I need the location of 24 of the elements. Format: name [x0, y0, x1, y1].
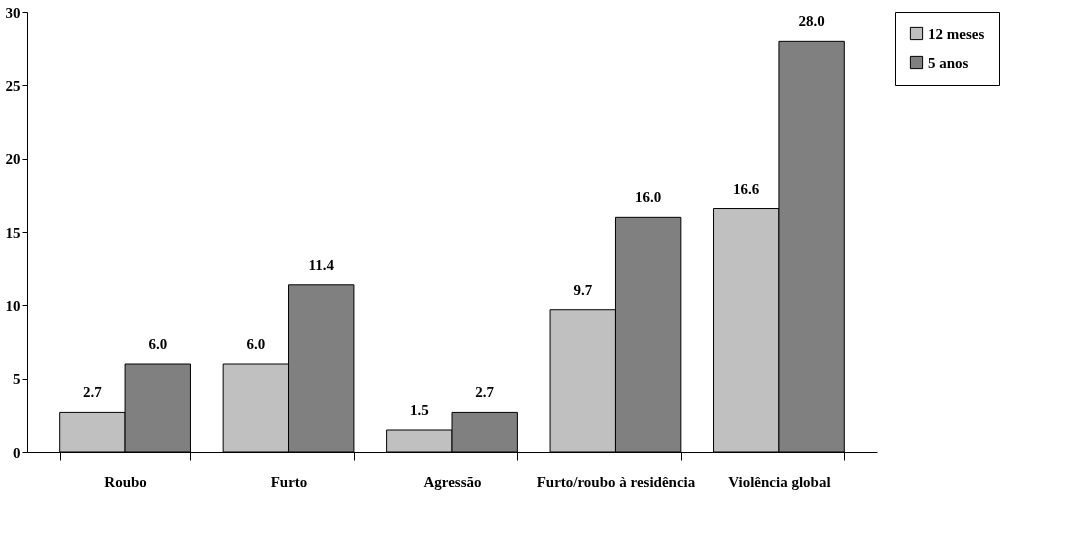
data-label: 9.7 — [573, 281, 593, 298]
data-label: 6.0 — [246, 336, 266, 352]
x-tick-label: Furto/roubo à residência — [536, 473, 696, 490]
y-tick-label: 20 — [5, 151, 21, 168]
y-tick-label: 5 — [13, 371, 21, 388]
data-label: 2.7 — [475, 384, 495, 401]
data-label: 16.0 — [635, 189, 662, 206]
x-tick-label: Roubo — [104, 473, 147, 490]
legend-label: 12 meses — [928, 25, 985, 42]
x-tick-label: Agressão — [423, 473, 482, 490]
data-label: 1.5 — [409, 402, 429, 418]
legend-label: 5 anos — [928, 54, 969, 71]
x-tick-label: Furto — [270, 473, 308, 490]
data-label: 2.7 — [83, 384, 103, 401]
data-label: 6.0 — [148, 336, 168, 352]
x-tick-label: Violência global — [728, 473, 831, 490]
y-tick-label: 15 — [5, 224, 21, 241]
y-tick-label: 30 — [5, 4, 21, 21]
y-tick-label: 0 — [13, 444, 21, 461]
y-tick-label: 25 — [5, 77, 21, 94]
data-label: 11.4 — [308, 256, 335, 273]
data-label: 16.6 — [733, 180, 760, 197]
data-label: 28.0 — [798, 13, 825, 30]
y-tick-label: 10 — [5, 297, 21, 314]
